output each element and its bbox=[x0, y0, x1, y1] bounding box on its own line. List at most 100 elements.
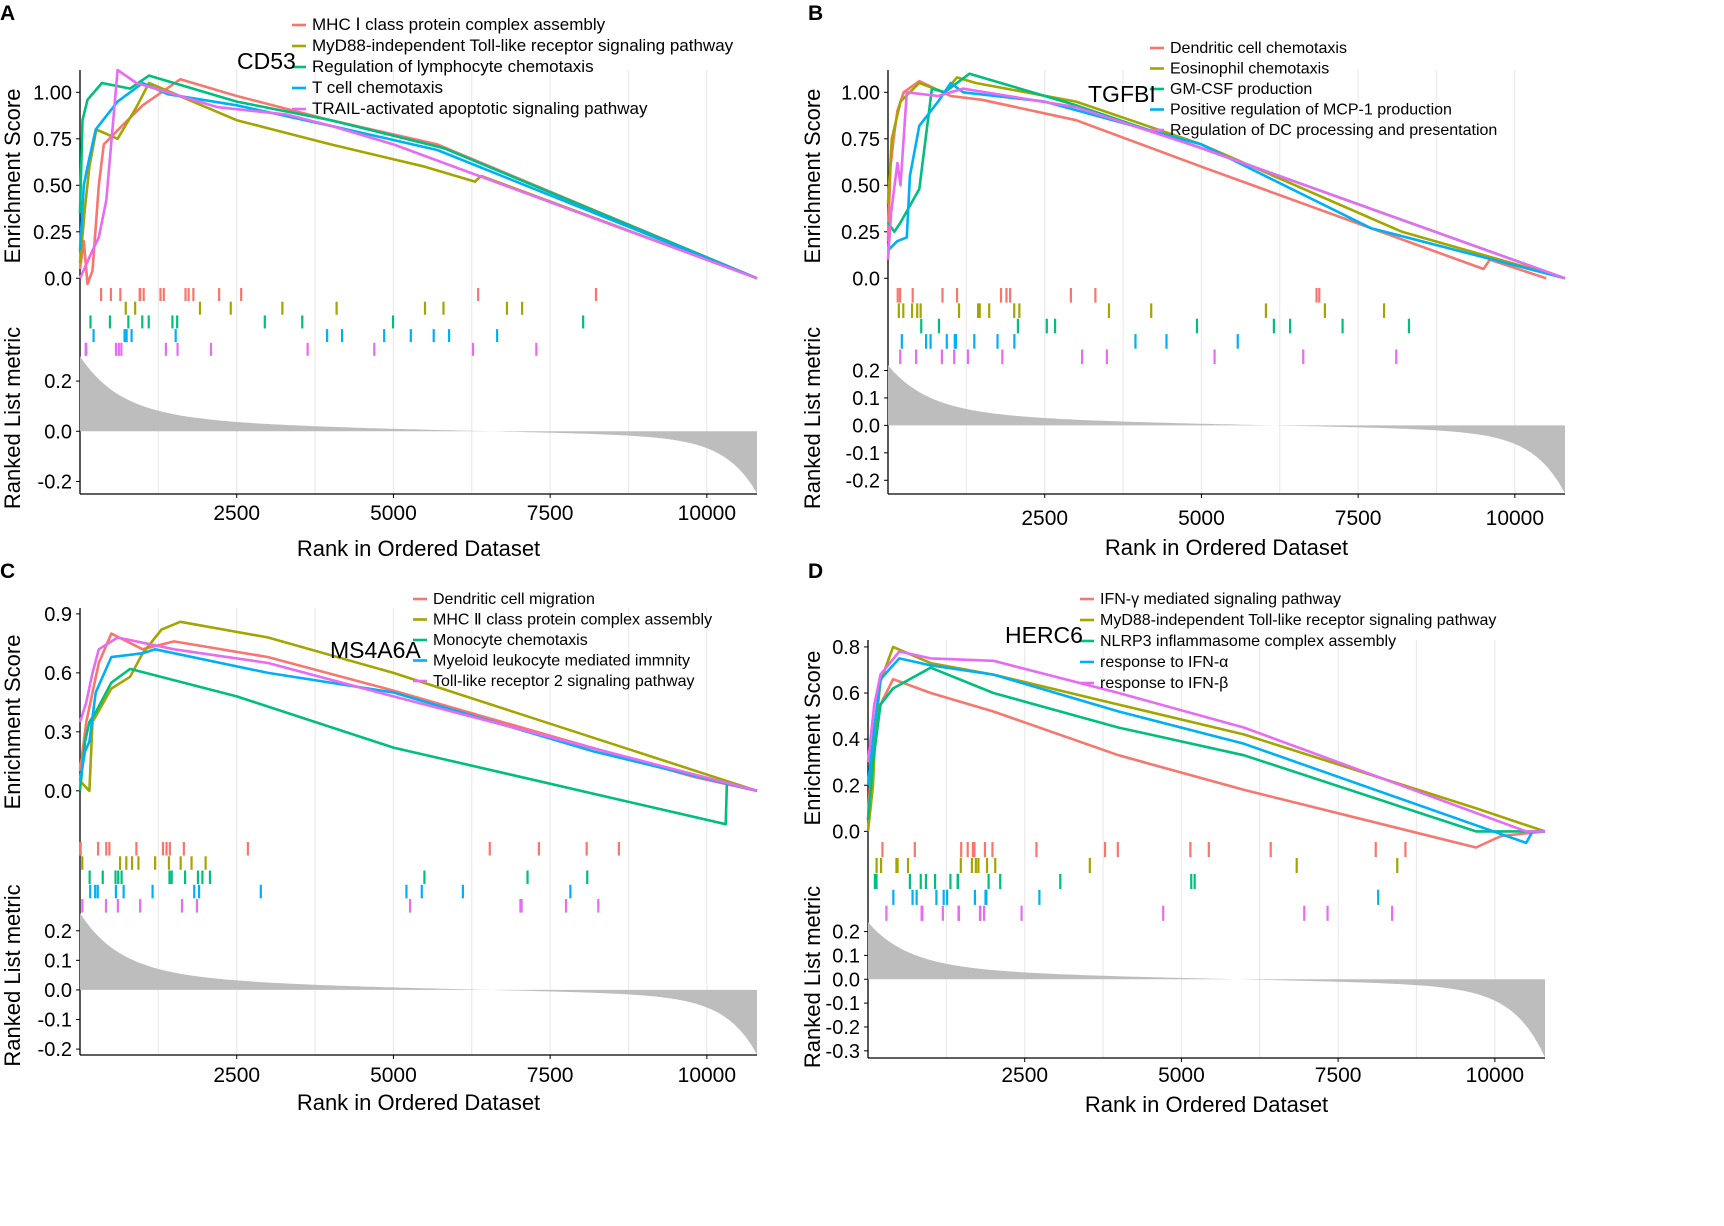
rank-ytick-label: 0.2 bbox=[44, 371, 72, 393]
rank-ytick-label: -0.1 bbox=[38, 1010, 72, 1032]
panel-letter: D bbox=[808, 560, 823, 583]
legend-label: Dendritic cell chemotaxis bbox=[1170, 40, 1347, 57]
xtick-label: 7500 bbox=[527, 1064, 574, 1087]
legend-label: response to IFN-β bbox=[1100, 675, 1228, 692]
panel-letter: A bbox=[0, 2, 15, 25]
es-ytick-label: 1.00 bbox=[841, 82, 880, 104]
xtick-label: 7500 bbox=[1315, 1064, 1362, 1087]
xtick-label: 7500 bbox=[1335, 507, 1382, 530]
panel-letter: C bbox=[0, 560, 15, 583]
rank-ytick-label: -0.1 bbox=[846, 443, 880, 465]
es-line-series-5 bbox=[78, 636, 758, 793]
es-line-series-4 bbox=[78, 648, 758, 793]
legend-label: Eosinophil chemotaxis bbox=[1170, 61, 1329, 78]
es-axis-title: Enrichment Score bbox=[800, 89, 825, 264]
legend-label: MyD88-independent Toll-like receptor sig… bbox=[1100, 612, 1496, 629]
legend-label: TRAIL-activated apoptotic signaling path… bbox=[312, 99, 648, 118]
es-ytick-label: 0.75 bbox=[841, 129, 880, 151]
xtick-label: 5000 bbox=[370, 502, 417, 525]
xtick-label: 10000 bbox=[1466, 1064, 1524, 1087]
xtick-label: 2500 bbox=[1021, 507, 1068, 530]
es-ytick-label: 0.50 bbox=[33, 175, 72, 197]
es-ytick-label: 0.6 bbox=[44, 663, 72, 685]
rank-ytick-label: 0.1 bbox=[832, 945, 860, 967]
rank-ytick-label: 0.0 bbox=[852, 415, 880, 437]
legend-label: MHC Ⅱ class protein complex assembly bbox=[433, 612, 712, 629]
xtick-label: 2500 bbox=[213, 1064, 260, 1087]
es-ytick-label: 0.9 bbox=[44, 604, 72, 626]
xtick-label: 7500 bbox=[527, 502, 574, 525]
rank-ytick-label: -0.2 bbox=[38, 471, 72, 493]
es-axis-title: Enrichment Score bbox=[0, 89, 25, 264]
x-axis-title: Rank in Ordered Dataset bbox=[297, 1090, 540, 1115]
rank-ytick-label: 0.2 bbox=[852, 360, 880, 382]
legend-label: IFN-γ mediated signaling pathway bbox=[1100, 591, 1341, 608]
legend-label: T cell chemotaxis bbox=[312, 78, 443, 97]
xtick-label: 5000 bbox=[370, 1064, 417, 1087]
xtick-label: 2500 bbox=[213, 502, 260, 525]
gene-label: MS4A6A bbox=[330, 637, 421, 663]
gsea-figure: A 0.0 0.25 0.50 0.75 1.00 0.2 0.0 -0.2 2500 5000 75… bbox=[0, 2, 1566, 1115]
legend-label: Myeloid leukocyte mediated immnity bbox=[433, 653, 690, 670]
rank-axis-title: Ranked List metric bbox=[800, 886, 825, 1068]
es-ytick-label: 0.2 bbox=[832, 775, 860, 797]
xtick-label: 5000 bbox=[1178, 507, 1225, 530]
legend-label: MHC Ⅰ class protein complex assembly bbox=[312, 15, 606, 34]
xtick-label: 5000 bbox=[1158, 1064, 1205, 1087]
rank-ytick-label: 0.1 bbox=[852, 388, 880, 410]
x-axis-title: Rank in Ordered Dataset bbox=[297, 536, 540, 561]
es-line-series-4 bbox=[78, 81, 758, 280]
es-line-series-3 bbox=[866, 666, 1545, 833]
rank-ytick-label: 0.2 bbox=[44, 921, 72, 943]
es-line-series-3 bbox=[78, 667, 758, 826]
gene-label: CD53 bbox=[237, 48, 296, 74]
gene-label: HERC6 bbox=[1005, 622, 1083, 648]
panel-a: A 0.0 0.25 0.50 0.75 1.00 0.2 0.0 -0.2 2500 5000 75… bbox=[0, 2, 758, 561]
rank-ytick-label: 0.0 bbox=[44, 980, 72, 1002]
panel-letter: B bbox=[808, 2, 823, 25]
rank-ytick-label: 0.0 bbox=[44, 421, 72, 443]
es-axis-title: Enrichment Score bbox=[800, 651, 825, 826]
legend-label: GM-CSF production bbox=[1170, 81, 1312, 98]
es-line-series-5 bbox=[78, 68, 758, 280]
rank-ytick-label: 0.2 bbox=[832, 922, 860, 944]
legend-label: Regulation of DC processing and presenta… bbox=[1170, 122, 1497, 139]
es-line-series-2 bbox=[78, 81, 758, 280]
ranked-metric-area bbox=[868, 922, 1545, 1058]
rank-ytick-label: -0.2 bbox=[846, 470, 880, 492]
es-ytick-label: 0.25 bbox=[841, 222, 880, 244]
panel-b: B 0.0 0.25 0.50 0.75 1.00 0.2 0.1 0.0 -0.1 -0.2 250… bbox=[800, 2, 1566, 560]
rank-ytick-label: -0.2 bbox=[826, 1017, 860, 1039]
legend-label: response to IFN-α bbox=[1100, 654, 1228, 671]
x-axis-title: Rank in Ordered Dataset bbox=[1105, 535, 1348, 560]
rank-ytick-label: 0.1 bbox=[44, 950, 72, 972]
es-ytick-label: 0.0 bbox=[44, 268, 72, 290]
xtick-label: 10000 bbox=[678, 502, 736, 525]
es-ytick-label: 0.0 bbox=[44, 781, 72, 803]
legend-label: MyD88-independent Toll-like receptor sig… bbox=[312, 36, 734, 55]
es-line-series-5 bbox=[886, 87, 1566, 280]
legend-label: Toll-like receptor 2 signaling pathway bbox=[433, 673, 694, 690]
xtick-label: 10000 bbox=[1486, 507, 1544, 530]
xtick-label: 10000 bbox=[678, 1064, 736, 1087]
legend-label: Positive regulation of MCP-1 production bbox=[1170, 102, 1452, 119]
rank-axis-title: Ranked List metric bbox=[800, 327, 825, 509]
es-ytick-label: 0.0 bbox=[852, 268, 880, 290]
panel-c: C 0.0 0.3 0.6 0.9 0.2 0.1 0.0 -0.1 -0.2 2500 5000 75… bbox=[0, 560, 758, 1115]
es-line-series-5 bbox=[866, 650, 1545, 833]
es-line-series-3 bbox=[78, 74, 758, 280]
rank-ytick-label: -0.3 bbox=[826, 1041, 860, 1063]
xtick-label: 2500 bbox=[1001, 1064, 1048, 1087]
es-ytick-label: 0.6 bbox=[832, 683, 860, 705]
ranked-metric-area bbox=[80, 913, 757, 1055]
gene-label: TGFBI bbox=[1088, 81, 1156, 107]
rank-ytick-label: -0.2 bbox=[38, 1039, 72, 1061]
es-ytick-label: 0.50 bbox=[841, 175, 880, 197]
es-line-series-4 bbox=[866, 657, 1545, 845]
legend-label: Monocyte chemotaxis bbox=[433, 632, 588, 649]
legend-label: Dendritic cell migration bbox=[433, 591, 595, 608]
es-axis-title: Enrichment Score bbox=[0, 635, 25, 810]
es-ytick-label: 0.4 bbox=[832, 729, 860, 751]
es-ytick-label: 0.3 bbox=[44, 722, 72, 744]
legend-label: Regulation of lymphocyte chemotaxis bbox=[312, 57, 594, 76]
